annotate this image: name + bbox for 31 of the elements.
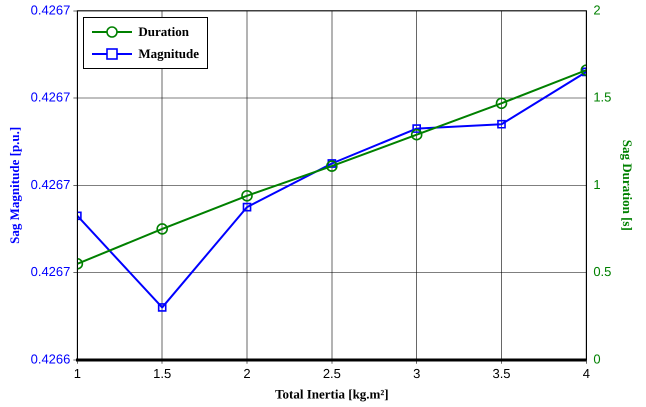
y2-tick-label: 0.5 [593,264,612,280]
x-tick-label: 1 [74,366,81,382]
x-tick-label: 2 [243,366,251,382]
y-tick-label: 0.4267 [30,176,70,192]
x-tick-label: 4 [582,366,590,382]
point [497,120,506,129]
point [241,190,253,202]
point [242,202,252,212]
point [496,97,508,110]
y2-tick-label: 1 [593,176,601,192]
y2-tick-label: 1.5 [593,90,612,105]
point [410,128,422,140]
y-tick-label: 0.4266 [30,351,70,366]
point [412,124,422,133]
x-axis-title: Total Inertia [kg.m²] [275,386,389,402]
x-tick-label: 1.5 [153,366,172,382]
y-tick-label: 0.4267 [30,264,70,280]
point [328,159,336,168]
y-axis-title: Sag Magnitude [p.u.] [7,126,22,244]
point [158,303,167,312]
y-tick-label: 0.4267 [30,2,70,18]
y2-axis-title: Sag Duration [s] [620,140,635,231]
x-tick-label: 2.5 [322,366,341,382]
point [326,160,338,172]
y2-tick-label: 0 [593,351,601,366]
legend-label: Duration [138,24,189,40]
legend-label: Magnitude [138,46,200,62]
x-tick-label: 3 [413,366,420,382]
y-tick-label: 0.4267 [30,90,70,105]
x-tick-label: 3.5 [492,366,511,382]
y2-tick-label: 2 [593,2,601,18]
